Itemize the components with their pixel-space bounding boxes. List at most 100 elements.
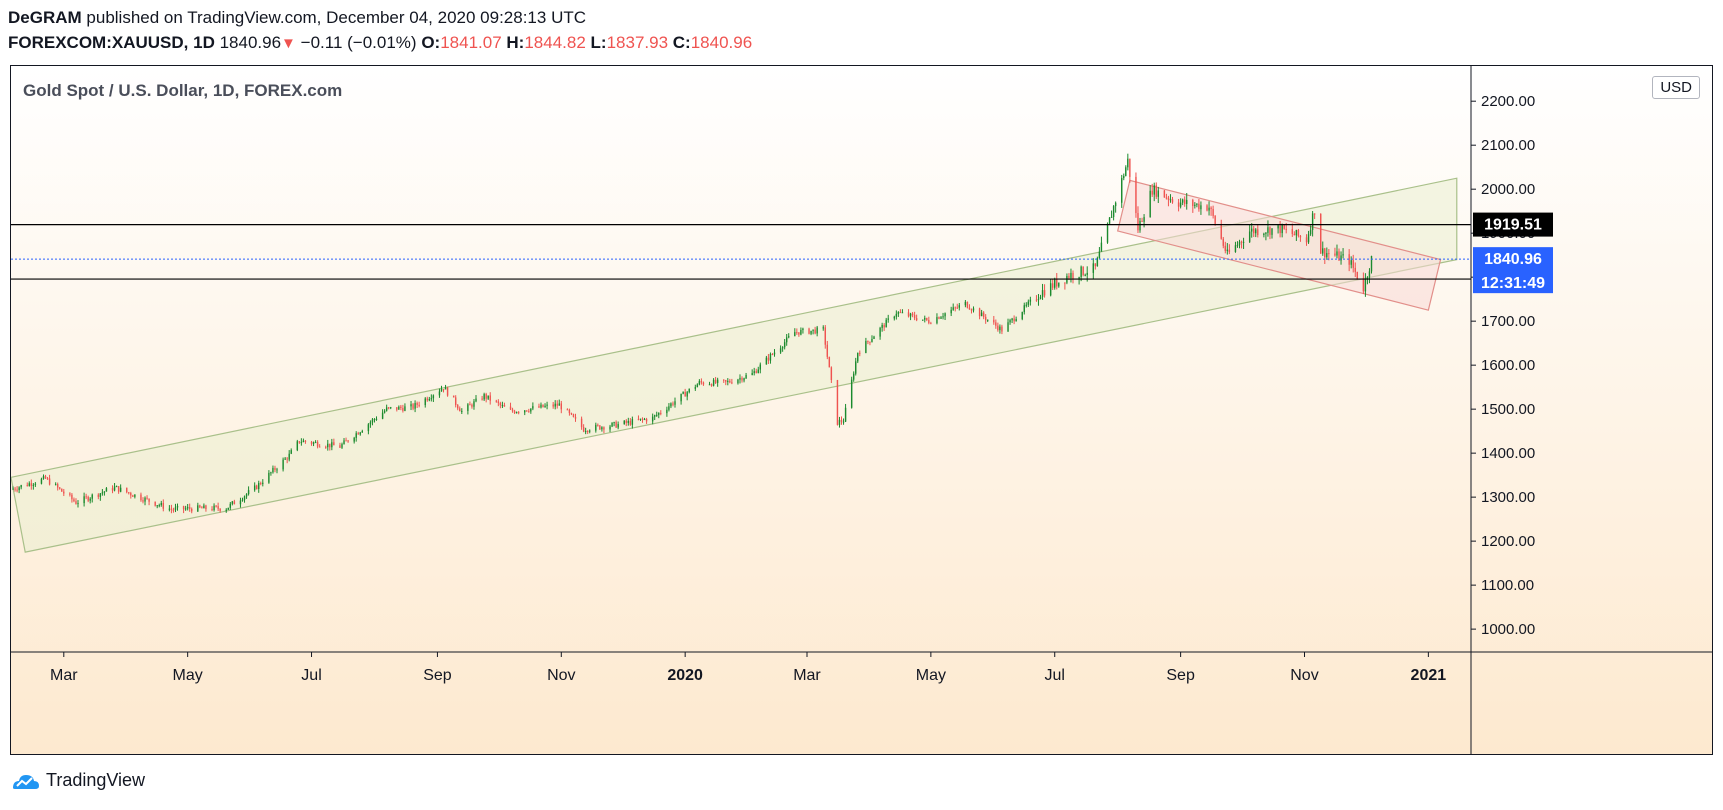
- candle-body: [611, 422, 613, 427]
- candle-body: [140, 494, 142, 501]
- candle-body: [1013, 318, 1015, 322]
- candle-body: [558, 403, 560, 406]
- candle-body: [48, 478, 51, 485]
- candle-body: [816, 327, 818, 334]
- candle-body: [105, 488, 108, 492]
- candle-body: [783, 342, 786, 348]
- candle-body: [160, 502, 162, 506]
- candle-body: [274, 467, 276, 470]
- candle-body: [526, 410, 528, 412]
- x-tick-label: Jul: [1045, 667, 1065, 684]
- candle-body: [1234, 245, 1237, 252]
- candle-body: [1084, 274, 1086, 276]
- candle-body: [757, 369, 759, 373]
- candle-body: [12, 488, 14, 490]
- chart-panel[interactable]: 1000.00 1100.00 1200.00 1300.00 1400.00 1500.…: [10, 65, 1713, 755]
- candle-body: [968, 307, 971, 310]
- candle-body: [584, 431, 587, 433]
- candle-body: [1311, 213, 1314, 230]
- candle-body: [836, 379, 839, 425]
- candle-body: [1167, 197, 1170, 200]
- candle-body: [241, 499, 244, 501]
- candle-body: [997, 325, 999, 331]
- footer-brand[interactable]: TradingView: [10, 770, 145, 791]
- candle-body: [83, 496, 85, 504]
- candle-body: [343, 440, 345, 445]
- candle-body: [318, 446, 321, 448]
- candle-body: [203, 505, 205, 509]
- candle-body: [779, 348, 782, 353]
- candle-body: [1326, 253, 1328, 258]
- candle-body: [1043, 290, 1046, 296]
- candle-body: [231, 501, 234, 504]
- candle-body: [885, 319, 887, 328]
- x-tick-label: 2021: [1411, 667, 1447, 684]
- high-label: H:: [506, 33, 525, 52]
- candle-body: [1194, 204, 1196, 206]
- candle-body: [1035, 299, 1038, 301]
- candle-body: [712, 379, 715, 386]
- candle-body: [639, 418, 642, 420]
- candle-body: [753, 371, 755, 374]
- candle-body: [1027, 301, 1030, 305]
- candle-body: [1350, 260, 1352, 265]
- candle-body: [469, 404, 471, 406]
- candle-body: [115, 486, 118, 488]
- candle-body: [1078, 277, 1080, 279]
- candle-body: [63, 491, 65, 494]
- candle-body: [412, 404, 414, 409]
- candle-body: [245, 494, 248, 497]
- candle-body: [1165, 197, 1168, 199]
- candle-body: [572, 414, 575, 417]
- down-arrow-icon: ▼: [281, 35, 296, 52]
- candle-body: [59, 487, 61, 489]
- author-name[interactable]: DeGRAM: [8, 8, 82, 27]
- candle-body: [501, 405, 504, 407]
- candle-body: [357, 433, 359, 435]
- candle-body: [247, 490, 250, 495]
- candle-body: [850, 379, 853, 408]
- candle-body: [684, 391, 686, 397]
- candle-body: [1023, 305, 1025, 313]
- candle-body: [688, 388, 690, 393]
- candle-body: [1001, 326, 1003, 332]
- candle-body: [1137, 213, 1139, 231]
- candle-body: [686, 392, 688, 397]
- candle-body: [333, 442, 335, 446]
- candle-body: [258, 483, 260, 490]
- candle-body: [414, 403, 416, 409]
- candle-body: [312, 442, 315, 444]
- candle-body: [359, 432, 361, 435]
- candle-body: [1313, 213, 1316, 215]
- candle-body: [698, 381, 701, 385]
- candle-body: [20, 485, 22, 488]
- candle-body: [623, 420, 625, 425]
- candle-body: [702, 382, 705, 385]
- candle-body: [751, 373, 753, 375]
- candle-body: [708, 384, 711, 386]
- candle-body: [1192, 199, 1194, 206]
- candle-body: [497, 401, 500, 403]
- candle-body: [554, 403, 556, 407]
- candle-body: [651, 416, 654, 422]
- y-tick-label: 1700.00: [1481, 313, 1535, 330]
- candle-body: [984, 316, 987, 321]
- candle-body: [69, 493, 71, 495]
- candle-body: [942, 316, 944, 318]
- candle-body: [645, 419, 648, 422]
- candle-body: [444, 387, 447, 390]
- candle-body: [729, 380, 731, 383]
- candle-body: [737, 379, 739, 384]
- symbol-label: FOREXCOM:XAUUSD, 1D: [8, 33, 215, 52]
- candle-body: [771, 353, 774, 355]
- last-price-text: 1840.96: [219, 33, 282, 52]
- candle-body: [446, 387, 449, 396]
- candle-body: [1153, 185, 1155, 195]
- price-chart[interactable]: 1000.00 1100.00 1200.00 1300.00 1400.00 1500.…: [11, 66, 1712, 754]
- candle-body: [467, 404, 469, 411]
- currency-button[interactable]: USD: [1652, 76, 1700, 99]
- x-tick-label: Jul: [301, 667, 321, 684]
- candle-body: [255, 485, 258, 490]
- candle-body: [627, 420, 630, 423]
- candle-body: [1151, 190, 1153, 195]
